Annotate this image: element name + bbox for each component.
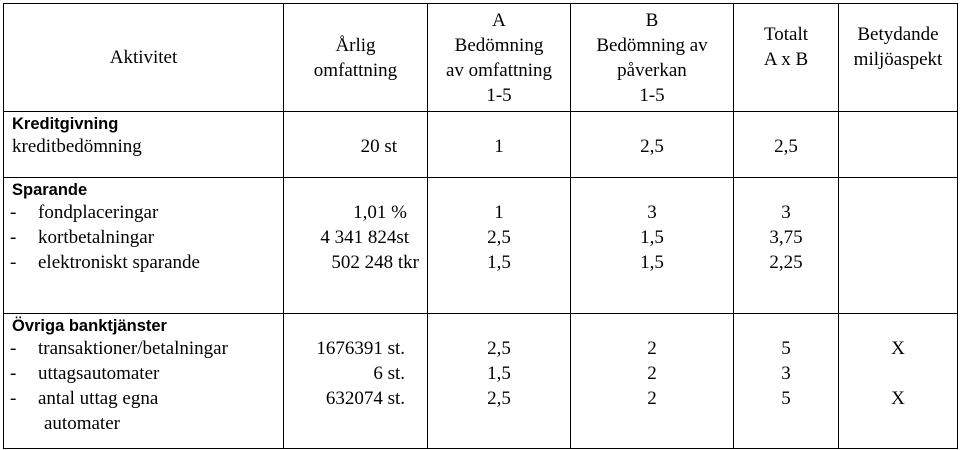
section-sparande-betydande (838, 177, 958, 314)
totalt-value: 2,25 (769, 252, 803, 273)
b-value: 3 (647, 202, 657, 223)
section-ovriga-banktjanster-row: Övriga banktjänster - transaktioner/betal… (3, 313, 958, 449)
omfattning-value: 632074 st. (325, 388, 405, 409)
header-a-bedomning: A Bedömning av omfattning 1-5 (427, 3, 571, 112)
section-kreditgivning-totalt: 2,5 (733, 111, 839, 178)
section-kreditgivning-activity: Kreditgivning kreditbedömning (3, 111, 284, 178)
activity-item: - kortbetalningar (10, 227, 155, 248)
header-row: Aktivitet Årlig omfattning A Bedömning a… (3, 3, 958, 112)
omfattning-value: 502 248 tkr (331, 252, 419, 273)
activity-item: kreditbedömning (12, 136, 142, 157)
header-aktivitet: Aktivitet (3, 3, 284, 112)
environmental-aspects-table: Aktivitet Årlig omfattning A Bedömning a… (3, 3, 958, 449)
activity-item: - elektroniskt sparande (10, 252, 200, 273)
betydande-value: X (891, 338, 905, 359)
omfattning-value: 4 341 824st (320, 227, 409, 248)
section-kreditgivning-omfattning: 20 st (283, 111, 428, 178)
a-value: 1 (494, 136, 504, 157)
section-ovriga-omfattning: 1676391 st. 6 st. 632074 st. (283, 313, 428, 449)
section-ovriga-b: 2 2 2 (570, 313, 734, 449)
header-a-line-1: A (492, 9, 506, 31)
section-sparande-totalt: 3 3,75 2,25 (733, 177, 839, 314)
b-value: 1,5 (640, 227, 664, 248)
section-sparande-omfattning: 1,01 % 4 341 824st 502 248 tkr (283, 177, 428, 314)
betydande-value (840, 361, 957, 386)
b-value: 2 (647, 363, 657, 384)
a-value: 1 (494, 202, 504, 223)
section-sparande-b: 3 1,5 1,5 (570, 177, 734, 314)
header-b-bedomning: B Bedömning av påverkan 1-5 (570, 3, 734, 112)
b-value: 2 (647, 388, 657, 409)
betydande-value: X (891, 388, 905, 409)
header-arlig-line-1: Årlig (335, 34, 376, 56)
activity-item: - transaktioner/betalningar (10, 338, 228, 359)
omfattning-value: 20 st (360, 136, 397, 157)
section-kreditgivning-a: 1 (427, 111, 571, 178)
section-title: Kreditgivning (12, 115, 119, 133)
header-a-line-4: 1-5 (486, 84, 512, 106)
a-value: 1,5 (487, 363, 511, 384)
totalt-value: 3,75 (769, 227, 803, 248)
header-b-line-3: påverkan (617, 59, 687, 81)
header-betydande-line-1: Betydande (857, 23, 939, 45)
header-b-line-1: B (645, 9, 659, 31)
header-totalt-line-1: Totalt (763, 23, 809, 45)
section-ovriga-activity: Övriga banktjänster - transaktioner/betal… (3, 313, 284, 449)
header-b-line-4: 1-5 (639, 84, 665, 106)
section-sparande-a: 1 2,5 1,5 (427, 177, 571, 314)
section-kreditgivning-row: Kreditgivning kreditbedömning 20 st 1 2,… (3, 111, 958, 178)
header-b-line-2: Bedömning av (596, 34, 708, 56)
omfattning-value: 6 st. (373, 363, 405, 384)
b-value: 1,5 (640, 252, 664, 273)
header-betydande-line-2: miljöaspekt (853, 48, 943, 70)
activity-item: - uttagsautomater (10, 363, 160, 384)
header-betydande-miljoaspekt: Betydande miljöaspekt (838, 3, 958, 112)
totalt-value: 5 (781, 338, 791, 359)
b-value: 2,5 (640, 136, 664, 157)
section-title: Sparande (12, 181, 88, 199)
a-value: 2,5 (487, 338, 511, 359)
header-arlig-omfattning: Årlig omfattning (283, 3, 428, 112)
a-value: 2,5 (487, 388, 511, 409)
totalt-value: 3 (781, 363, 791, 384)
header-arlig-line-2: omfattning (313, 59, 398, 81)
totalt-value: 2,5 (774, 136, 798, 157)
header-totalt-line-2: A x B (763, 48, 809, 70)
section-kreditgivning-betydande (838, 111, 958, 178)
activity-item-continuation: automater (44, 413, 120, 434)
section-ovriga-a: 2,5 1,5 2,5 (427, 313, 571, 449)
omfattning-value: 1676391 st. (316, 338, 405, 359)
activity-item: - antal uttag egna (10, 388, 159, 409)
b-value: 2 (647, 338, 657, 359)
header-a-line-2: Bedömning (454, 34, 544, 56)
omfattning-value: 1,01 % (353, 202, 407, 223)
section-title: Övriga banktjänster (12, 317, 167, 335)
section-sparande-row: Sparande - fondplaceringar - kortbetalning… (3, 177, 958, 314)
section-ovriga-totalt: 5 3 5 (733, 313, 839, 449)
section-sparande-activity: Sparande - fondplaceringar - kortbetalning… (3, 177, 284, 314)
a-value: 2,5 (487, 227, 511, 248)
activity-item: - fondplaceringar (10, 202, 159, 223)
section-kreditgivning-b: 2,5 (570, 111, 734, 178)
header-totalt: Totalt A x B (733, 3, 839, 112)
header-aktivitet-label: Aktivitet (109, 47, 178, 68)
section-ovriga-betydande: X X (838, 313, 958, 449)
a-value: 1,5 (487, 252, 511, 273)
header-a-line-3: av omfattning (445, 59, 553, 81)
totalt-value: 5 (781, 388, 791, 409)
totalt-value: 3 (781, 202, 791, 223)
